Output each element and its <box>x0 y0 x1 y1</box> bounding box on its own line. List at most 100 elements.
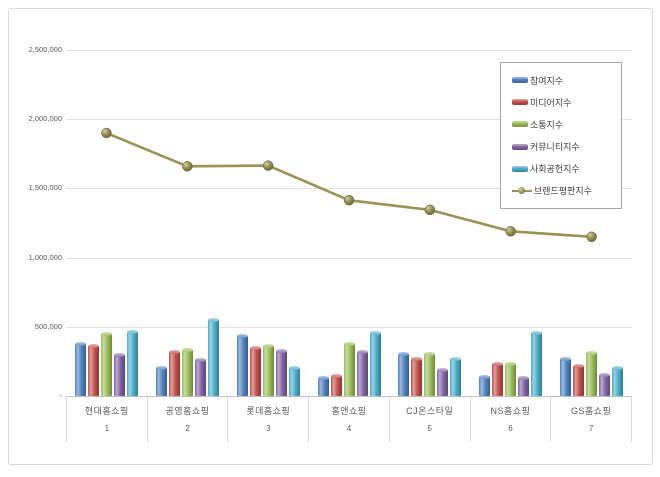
line-marker <box>424 204 436 216</box>
bar-top-cap <box>207 317 219 322</box>
bar-사회공헌지수 <box>531 331 543 396</box>
bar-top-cap <box>74 342 86 347</box>
legend-swatch-icon <box>512 143 528 150</box>
legend-swatch-icon <box>512 165 528 172</box>
line-marker <box>262 160 274 171</box>
bar-top-cap <box>411 356 423 361</box>
bar-미디어지수 <box>492 362 504 396</box>
bar-top-cap <box>492 362 504 367</box>
category-cell: NS홈쇼핑 6 <box>469 397 551 442</box>
category-cell: 현대홈쇼핑 1 <box>66 397 147 442</box>
bar-top-cap <box>573 364 585 369</box>
bar-top-cap <box>424 351 436 356</box>
bar-top-cap <box>612 365 624 370</box>
bar-커뮤니티지수 <box>437 367 449 396</box>
bar-top-cap <box>155 366 167 371</box>
category-name: CJ온스타일 <box>406 406 454 416</box>
gridline <box>66 258 632 259</box>
bar-top-cap <box>343 342 355 347</box>
category-rank: 5 <box>427 424 432 433</box>
bar-top-cap <box>168 350 180 355</box>
category-rank: 3 <box>266 424 271 433</box>
category-rank: 1 <box>104 424 110 433</box>
bar-커뮤니티지수 <box>275 349 287 396</box>
bar-top-cap <box>317 376 329 380</box>
bar-top-cap <box>531 331 543 335</box>
legend-label: 커뮤니티지수 <box>530 142 580 153</box>
bar-미디어지수 <box>168 350 180 396</box>
legend-label: 브랜드평판지수 <box>534 186 592 197</box>
category-rank: 4 <box>346 424 352 433</box>
bar-소통지수 <box>505 361 517 396</box>
bar-top-cap <box>450 356 462 361</box>
category-cell: 공영홈쇼핑 2 <box>146 397 228 442</box>
legend-item-사회공헌지수: 사회공헌지수 <box>512 163 617 175</box>
bar-미디어지수 <box>573 364 585 396</box>
bar-소통지수 <box>100 332 112 396</box>
y-axis-tick-label: 2,500,000 <box>28 45 62 54</box>
bar-커뮤니티지수 <box>113 353 125 396</box>
legend-item-커뮤니티지수: 커뮤니티지수 <box>512 141 617 153</box>
category-cell: 홈앤쇼핑 4 <box>308 397 389 442</box>
line-marker <box>343 194 355 206</box>
legend-line-marker-icon <box>512 186 532 195</box>
legend-item-소통지수: 소통지수 <box>512 118 617 130</box>
gridline <box>66 50 632 51</box>
category-rank: 2 <box>185 424 190 433</box>
bar-참여지수 <box>74 342 86 396</box>
y-axis-tick-label: 2,000,000 <box>28 114 62 123</box>
y-axis-tick-label: 1,000,000 <box>28 253 62 262</box>
bar-top-cap <box>100 332 112 337</box>
bar-소통지수 <box>424 351 436 396</box>
gridline <box>66 119 632 120</box>
bar-top-cap <box>369 331 381 335</box>
bar-top-cap <box>87 344 99 349</box>
bar-top-cap <box>194 358 206 362</box>
category-rank: 7 <box>588 424 594 433</box>
bar-커뮤니티지수 <box>356 349 368 396</box>
line-marker <box>505 226 516 237</box>
category-name: NS홈쇼핑 <box>490 406 531 416</box>
bar-top-cap <box>275 349 287 353</box>
bar-top-cap <box>437 367 449 372</box>
line-marker <box>182 161 193 172</box>
bar-사회공헌지수 <box>612 365 624 396</box>
category-cell: 롯데홈쇼핑 3 <box>227 397 308 442</box>
bar-소통지수 <box>343 342 355 396</box>
legend-label: 사회공헌지수 <box>530 164 580 175</box>
category-rank: 6 <box>508 424 513 433</box>
gridline <box>66 327 632 328</box>
bar-커뮤니티지수 <box>194 358 206 396</box>
bar-top-cap <box>249 346 261 351</box>
bar-top-cap <box>126 329 138 334</box>
legend-item-참여지수: 참여지수 <box>512 74 617 86</box>
bar-참여지수 <box>155 366 167 396</box>
bar-커뮤니티지수 <box>599 372 611 396</box>
bar-사회공헌지수 <box>369 331 381 396</box>
bar-참여지수 <box>236 333 248 396</box>
x-axis-category-table: 현대홈쇼핑 1 공영홈쇼핑 2 롯데홈쇼핑 3 홈앤쇼핑 4 CJ온스타일 5 NS홈쇼핑 6 GS홈쇼… <box>66 396 633 442</box>
legend-label: 소통지수 <box>530 119 564 130</box>
legend-item-브랜드평판지수: 브랜드평판지수 <box>512 185 617 197</box>
bar-top-cap <box>113 353 125 358</box>
bar-top-cap <box>505 361 517 366</box>
bar-top-cap <box>560 356 572 361</box>
legend-swatch-icon <box>512 99 528 106</box>
legend-swatch-icon <box>512 77 528 84</box>
y-axis-tick-label: 500,000 <box>34 322 62 331</box>
bar-top-cap <box>398 351 410 356</box>
bar-top-cap <box>586 351 598 356</box>
bar-top-cap <box>288 365 300 370</box>
bar-참여지수 <box>479 374 491 396</box>
category-cell: GS홈쇼핑 7 <box>550 397 633 442</box>
category-name: 공영홈쇼핑 <box>165 406 210 416</box>
category-name: 홈앤쇼핑 <box>331 406 367 416</box>
bar-top-cap <box>356 349 368 354</box>
legend-item-미디어지수: 미디어지수 <box>512 96 617 108</box>
bar-top-cap <box>599 372 611 377</box>
bar-top-cap <box>181 348 193 353</box>
bar-사회공헌지수 <box>207 317 219 396</box>
